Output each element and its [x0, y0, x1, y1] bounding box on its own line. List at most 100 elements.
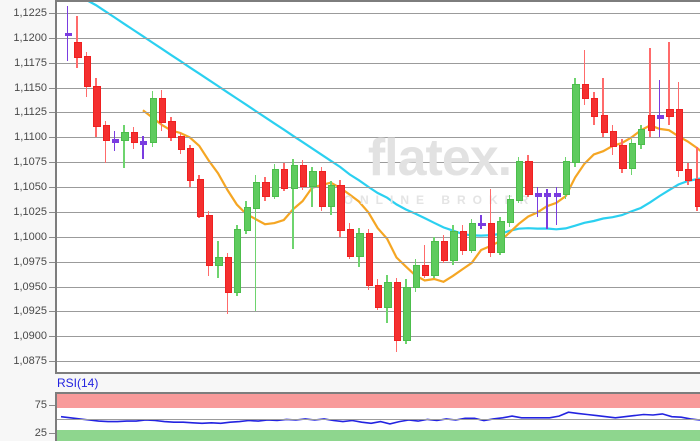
gridline	[57, 12, 700, 14]
gridline	[57, 37, 700, 39]
candle-body	[412, 264, 420, 289]
candle-wick	[123, 125, 125, 169]
candle-wick	[423, 244, 426, 279]
price-tick-mark	[49, 286, 55, 288]
gridline	[57, 336, 700, 338]
candle-body	[187, 148, 195, 181]
candle-body	[215, 256, 223, 266]
candle-body	[506, 198, 514, 223]
candle-body	[224, 256, 233, 294]
price-tick-label: 1,0925	[13, 305, 47, 318]
candle-body	[675, 109, 684, 172]
price-tick-mark	[49, 311, 55, 313]
rsi-indicator-label[interactable]: RSI(14)	[57, 376, 99, 390]
candle-body	[328, 185, 336, 207]
candle-body	[600, 115, 608, 134]
price-tick-label: 1,1225	[13, 6, 47, 19]
ma-slow-line	[67, 0, 700, 237]
candle-body	[112, 139, 120, 143]
candle-body	[252, 182, 261, 209]
price-tick-mark	[49, 336, 55, 338]
candle-body	[234, 228, 242, 294]
candle-body	[440, 240, 449, 261]
gridline	[57, 162, 700, 164]
rsi-midline	[57, 418, 700, 420]
rsi-oversold-zone	[57, 429, 700, 441]
candle-body	[384, 281, 392, 309]
price-tick-mark	[49, 162, 55, 164]
candle-body	[619, 145, 627, 170]
candle-body	[130, 132, 139, 144]
rsi-overbought-zone	[57, 394, 700, 408]
candle-body	[403, 286, 411, 342]
gridline	[57, 236, 700, 238]
candle-body	[647, 115, 655, 132]
candle-body	[450, 230, 458, 261]
rsi-axis: 75 25	[0, 392, 55, 441]
candle-wick	[76, 15, 78, 68]
candle-body	[337, 185, 345, 231]
rsi-tick-label: 25	[34, 426, 47, 439]
candle-body	[469, 222, 477, 251]
price-tick-label: 1,1075	[13, 156, 47, 169]
candle-body	[121, 132, 129, 142]
rsi-plot-area[interactable]	[55, 392, 700, 441]
candle-body	[553, 193, 561, 197]
candle-body	[262, 182, 270, 197]
candle-body	[516, 161, 524, 201]
price-tick-label: 1,0975	[13, 255, 47, 268]
rsi-line-layer	[60, 411, 700, 425]
candle-body	[149, 97, 157, 144]
candle-body	[140, 141, 148, 145]
gridline	[57, 261, 700, 263]
candle-wick	[658, 79, 661, 138]
candle-body	[102, 125, 110, 142]
candle-body	[318, 171, 327, 207]
candle-body	[65, 32, 73, 37]
price-tick-mark	[49, 261, 55, 263]
price-tick-label: 1,1025	[13, 205, 47, 218]
candle-body	[666, 109, 674, 118]
candle-wick	[536, 187, 539, 217]
candle-wick	[311, 167, 313, 207]
candle-body	[562, 161, 571, 195]
candle-body	[534, 193, 543, 197]
candle-wick	[555, 187, 558, 225]
price-tick-label: 1,1125	[14, 106, 47, 119]
candle-body	[290, 165, 298, 189]
gridline	[57, 361, 700, 363]
rsi-tick-mark	[49, 432, 55, 434]
candle-body	[393, 281, 402, 342]
candle-body	[656, 115, 665, 119]
gridline	[57, 211, 700, 213]
candle-wick	[142, 136, 144, 160]
candle-body	[356, 232, 364, 257]
price-tick-label: 1,0950	[13, 280, 47, 293]
price-tick-mark	[49, 211, 55, 213]
price-tick-label: 1,1050	[13, 181, 47, 193]
price-axis: 1,1225 1,1200 1,1175 1,1150 1,1125 1,1100 1,10…	[0, 0, 55, 374]
rsi-tick-label: 75	[34, 399, 47, 412]
price-tick-mark	[49, 236, 55, 238]
candle-body	[93, 85, 101, 128]
rsi-line	[60, 411, 700, 425]
candle-body	[572, 83, 580, 164]
candle-body	[487, 222, 496, 253]
candle-body	[544, 193, 552, 197]
candle-body	[431, 240, 439, 277]
candle-wick	[104, 121, 107, 164]
candle-wick	[602, 77, 604, 138]
candle-wick	[254, 175, 257, 312]
price-tick-mark	[49, 361, 55, 363]
candle-body	[205, 214, 214, 266]
price-tick-mark	[49, 62, 55, 64]
candle-body	[74, 41, 82, 58]
candle-body	[685, 169, 693, 181]
price-plot-area[interactable]: flatex. ONLINE BROKER	[55, 0, 700, 374]
candle-body	[196, 179, 204, 217]
candle-body	[638, 129, 646, 146]
price-tick-mark	[49, 37, 55, 39]
candle-wick	[292, 159, 294, 249]
candle-body	[525, 161, 533, 195]
price-tick-label: 1,1000	[13, 230, 47, 243]
